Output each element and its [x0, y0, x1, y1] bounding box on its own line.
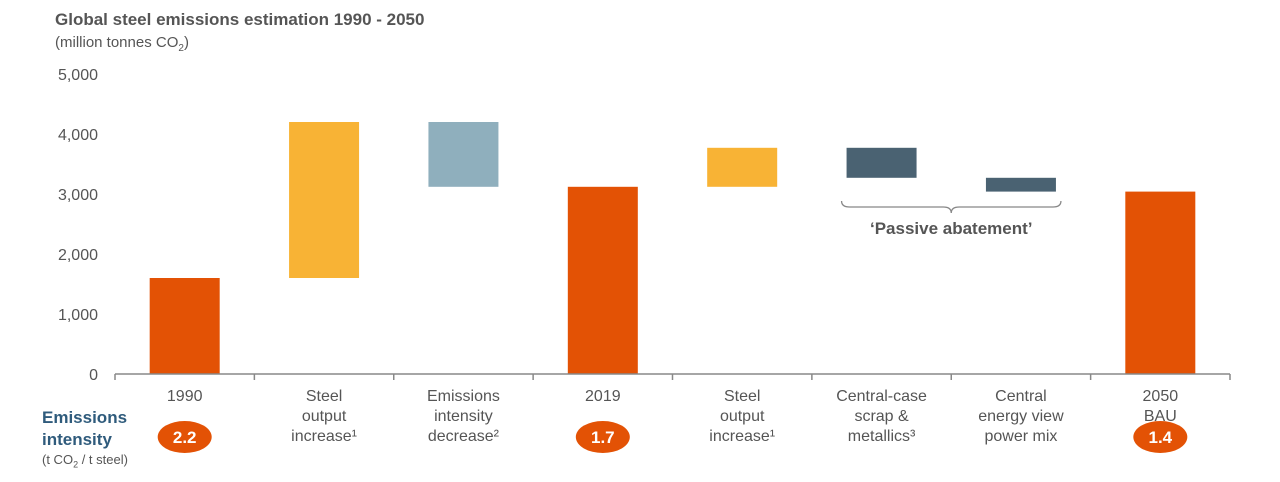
annotation-bracket [840, 200, 1062, 214]
category-label: output [720, 408, 765, 425]
subtitle-end: ) [183, 34, 189, 51]
category-label: Emissions [427, 388, 500, 405]
y-tick-label: 1,000 [58, 307, 98, 324]
category-label: power mix [984, 428, 1057, 445]
bar [1125, 191, 1196, 374]
category-label: Steel [306, 388, 342, 405]
annotation-label: ‘Passive abatement’ [870, 219, 1033, 238]
category-label: scrap & [854, 408, 909, 425]
category-label: output [302, 408, 347, 425]
category-label: Central [995, 388, 1047, 405]
subtitle-text: (million tonnes CO [55, 34, 179, 51]
intensity-badge [1133, 421, 1188, 453]
intensity-badge [575, 421, 630, 453]
emissions-intensity-label-line2: intensity [42, 430, 112, 449]
units-pre: (t CO [42, 452, 74, 467]
category-label: Central-case [836, 388, 927, 405]
category-label: decrease² [428, 428, 500, 445]
bar [985, 177, 1056, 192]
y-tick-label: 0 [89, 367, 98, 384]
intensity-badge-value: 2.2 [173, 428, 197, 447]
category-label: increase¹ [291, 428, 357, 445]
y-tick-label: 3,000 [58, 187, 98, 204]
units-post: / t steel) [78, 452, 128, 467]
bar [567, 186, 638, 374]
subtitle-subscript: 2 [178, 43, 184, 54]
category-label: 1990 [167, 388, 203, 405]
units-sub: 2 [73, 459, 79, 470]
emissions-intensity-units: (t CO2 / t steel) [42, 452, 128, 470]
emissions-intensity-label-line1: Emissions [42, 408, 128, 427]
intensity-badge-value: 1.4 [1148, 428, 1172, 447]
category-label: 2019 [585, 388, 621, 405]
y-tick-label: 5,000 [58, 67, 98, 84]
category-label: BAU [1144, 408, 1177, 425]
category-label: 2050 [1143, 388, 1179, 405]
chart-title: Global steel emissions estimation 1990 -… [55, 10, 425, 29]
bar [707, 147, 778, 187]
bar [428, 122, 499, 187]
chart-subtitle: (million tonnes CO2) [55, 34, 189, 54]
intensity-badge [157, 421, 212, 453]
intensity-badge-value: 1.7 [591, 428, 615, 447]
y-tick-label: 4,000 [58, 127, 98, 144]
emissions-intensity-label: Emissions intensity [42, 407, 152, 451]
category-label: energy view [978, 408, 1064, 425]
category-label: intensity [434, 408, 493, 425]
bar [846, 147, 917, 178]
category-label: Steel [724, 388, 760, 405]
bar [289, 122, 360, 278]
category-label: increase¹ [709, 428, 775, 445]
y-tick-label: 2,000 [58, 247, 98, 264]
bar [149, 278, 220, 374]
category-label: metallics³ [848, 428, 916, 445]
